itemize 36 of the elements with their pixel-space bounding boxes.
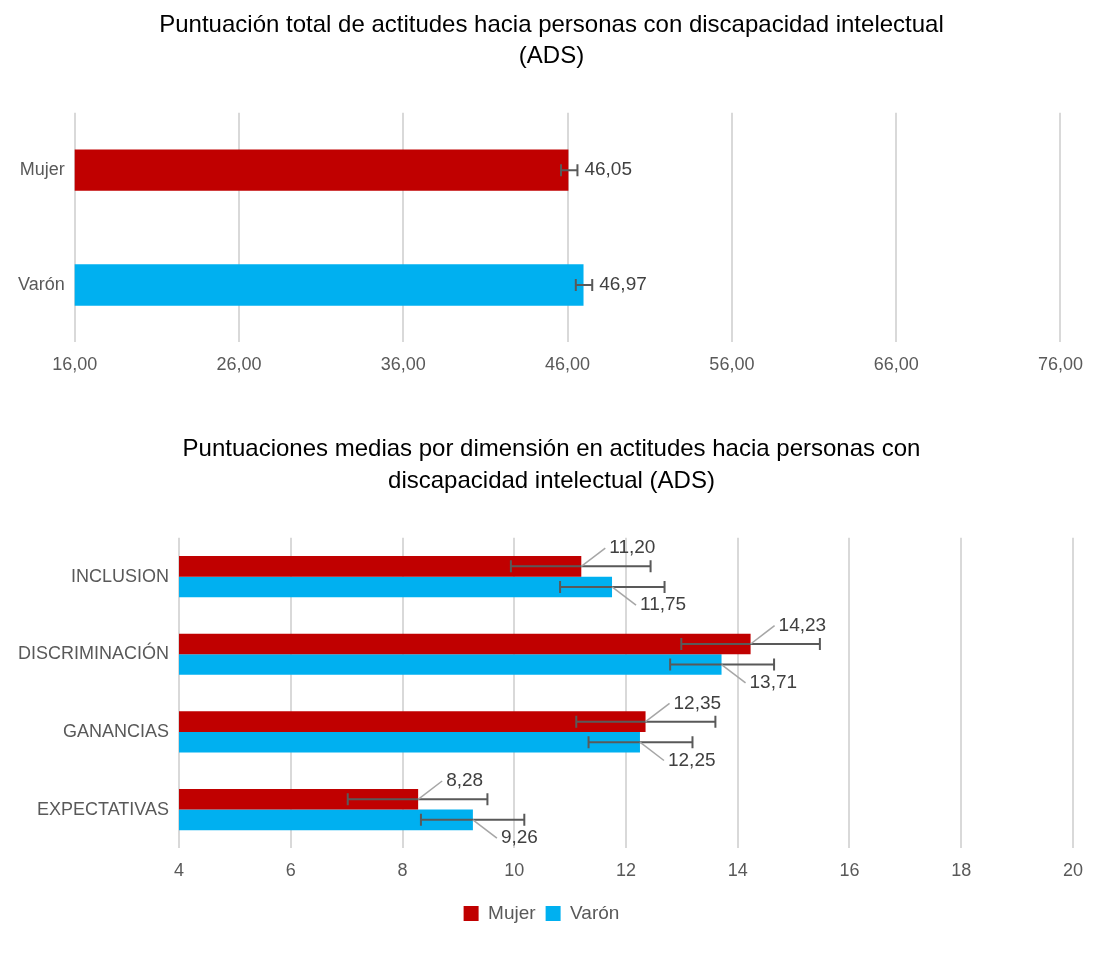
data-label: 46,97 (599, 273, 647, 295)
data-label: 13,71 (749, 670, 798, 692)
data-label: 12,25 (667, 748, 716, 770)
data-label: 11,75 (640, 593, 687, 615)
x-tick-label: 4 (174, 859, 185, 880)
x-tick-label: 6 (285, 859, 296, 880)
y-tick-label: INCLUSION (70, 565, 169, 586)
x-tick-label: 36,00 (380, 354, 426, 375)
y-tick-label: Varón (17, 274, 65, 295)
x-tick-label: 46,00 (545, 354, 591, 375)
data-label: 9,26 (500, 826, 538, 848)
data-label: 8,28 (446, 768, 484, 790)
chart-title: Puntuaciones medias por dimensión en actitudes hacia personas con discapacidad intelectual (ADS) (181, 433, 922, 495)
data-label: 46,05 (584, 158, 632, 180)
chart-title: Puntuación total de actitudes hacia personas con discapacidad intelectual (ADS) (158, 9, 945, 71)
y-tick-label: DISCRIMINACIÓN (17, 641, 169, 663)
x-tick-label: 16 (839, 859, 860, 880)
legend-label: Varón (570, 901, 620, 923)
x-tick-label: 8 (397, 859, 408, 880)
data-label: 12,35 (673, 691, 722, 713)
x-tick-label: 66,00 (873, 354, 919, 375)
x-tick-label: 56,00 (709, 354, 755, 375)
y-tick-label: GANANCIAS (62, 720, 169, 741)
x-tick-label: 76,00 (1037, 354, 1083, 375)
y-tick-label: Mujer (19, 159, 65, 180)
x-tick-label: 16,00 (52, 354, 98, 375)
y-tick-label: EXPECTATIVAS (36, 798, 169, 819)
x-tick-label: 14 (727, 859, 748, 880)
x-tick-label: 10 (504, 859, 525, 880)
x-tick-label: 12 (615, 859, 637, 880)
x-tick-label: 18 (951, 859, 972, 880)
x-tick-label: 20 (1062, 859, 1083, 880)
data-label: 11,20 (609, 536, 656, 558)
legend-label: Mujer (488, 901, 537, 923)
x-tick-label: 26,00 (216, 354, 262, 375)
data-label: 14,23 (778, 613, 827, 635)
